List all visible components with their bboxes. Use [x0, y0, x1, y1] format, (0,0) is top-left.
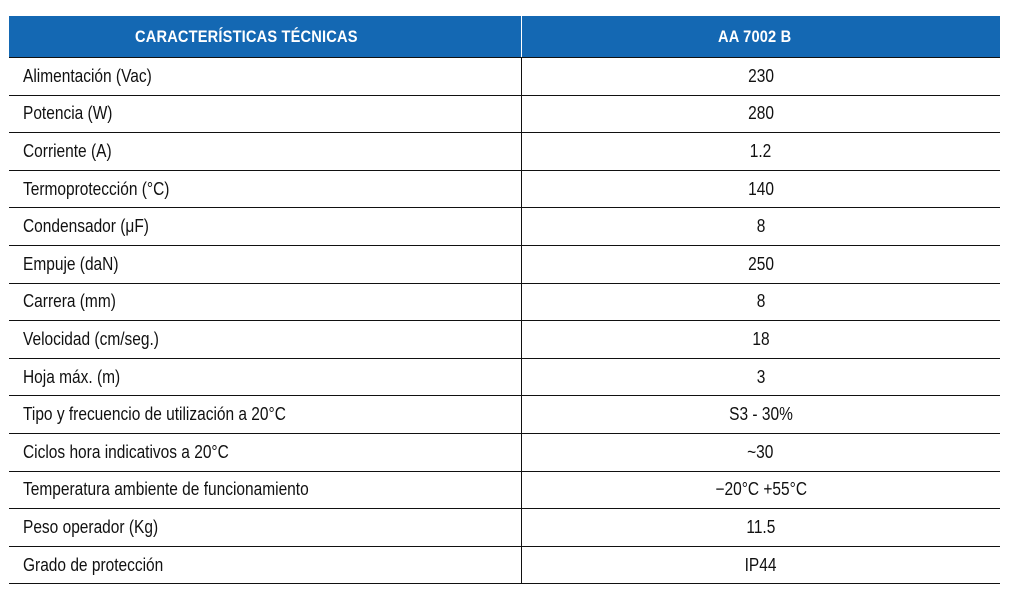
table-row: Tipo y frecuencio de utilización a 20°C S… — [9, 395, 1000, 434]
row-value: 1.2 — [521, 132, 1000, 171]
row-value: 280 — [521, 95, 1000, 134]
header-characteristics: CARACTERÍSTICAS TÉCNICAS — [9, 16, 522, 58]
row-label: Potencia (W) — [9, 95, 522, 134]
table-row: Termoprotección (°C) 140 — [9, 170, 1000, 209]
row-label: Termoprotección (°C) — [9, 170, 522, 209]
row-value: 140 — [521, 170, 1000, 209]
row-value: 8 — [521, 207, 1000, 246]
table-body: Alimentación (Vac) 230 Potencia (W) 280 Co… — [9, 57, 1000, 585]
row-label: Temperatura ambiente de funcionamiento — [9, 471, 522, 510]
row-label: Peso operador (Kg) — [9, 508, 522, 547]
header-model: AA 7002 B — [521, 16, 1000, 58]
table-row: Potencia (W) 280 — [9, 95, 1000, 134]
table-row: Ciclos hora indicativos a 20°C ~30 — [9, 433, 1000, 472]
row-label: Condensador (μF) — [9, 207, 522, 246]
table-row: Carrera (mm) 8 — [9, 283, 1000, 322]
row-value: 3 — [521, 358, 1000, 397]
row-value: 11.5 — [521, 508, 1000, 547]
table-row: Peso operador (Kg) 11.5 — [9, 508, 1000, 547]
row-value: −20°C +55°C — [521, 471, 1000, 510]
table-row: Condensador (μF) 8 — [9, 207, 1000, 246]
row-label: Tipo y frecuencio de utilización a 20°C — [9, 395, 522, 434]
row-value: IP44 — [521, 546, 1000, 585]
row-label: Grado de protección — [9, 546, 522, 585]
row-value: 8 — [521, 283, 1000, 322]
table-row: Alimentación (Vac) 230 — [9, 57, 1000, 96]
row-value: 18 — [521, 320, 1000, 359]
row-label: Velocidad (cm/seg.) — [9, 320, 522, 359]
table-row: Hoja máx. (m) 3 — [9, 358, 1000, 397]
row-value: 230 — [521, 57, 1000, 96]
row-label: Ciclos hora indicativos a 20°C — [9, 433, 522, 472]
row-label: Alimentación (Vac) — [9, 57, 522, 96]
table-row: Temperatura ambiente de funcionamiento −2… — [9, 471, 1000, 510]
row-value: 250 — [521, 245, 1000, 284]
row-label: Hoja máx. (m) — [9, 358, 522, 397]
row-value: ~30 — [521, 433, 1000, 472]
row-label: Carrera (mm) — [9, 283, 522, 322]
table-header: CARACTERÍSTICAS TÉCNICAS AA 7002 B — [9, 16, 1000, 58]
table-row: Velocidad (cm/seg.) 18 — [9, 320, 1000, 359]
specifications-table: CARACTERÍSTICAS TÉCNICAS AA 7002 B Alime… — [9, 16, 1000, 585]
table-row: Corriente (A) 1.2 — [9, 132, 1000, 171]
table-row: Empuje (daN) 250 — [9, 245, 1000, 284]
row-label: Corriente (A) — [9, 132, 522, 171]
row-value: S3 - 30% — [521, 395, 1000, 434]
header-row: CARACTERÍSTICAS TÉCNICAS AA 7002 B — [9, 16, 1000, 58]
table-row: Grado de protección IP44 — [9, 546, 1000, 585]
row-label: Empuje (daN) — [9, 245, 522, 284]
